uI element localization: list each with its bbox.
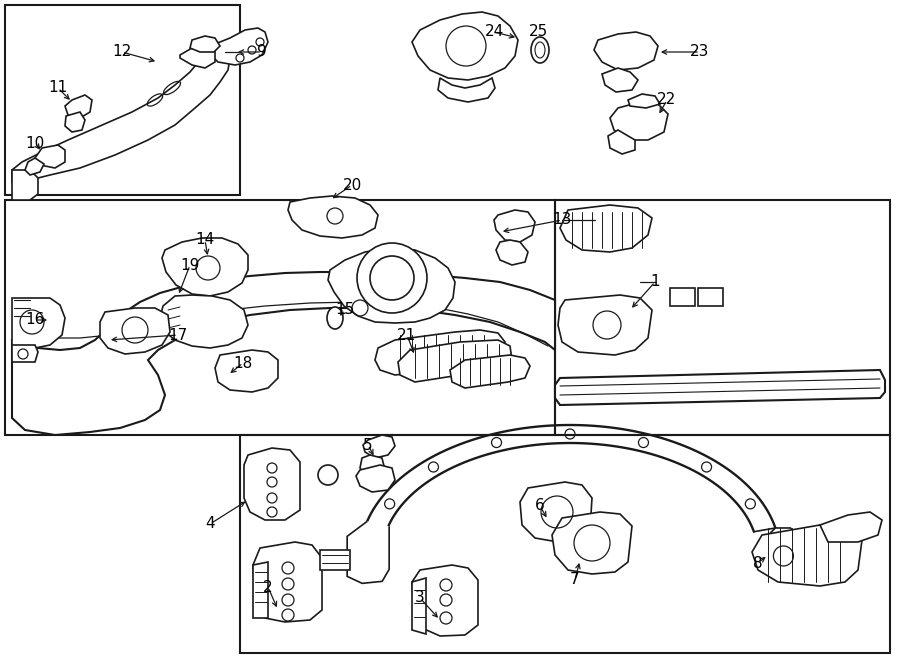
Text: 6: 6 bbox=[536, 498, 544, 514]
Text: 1: 1 bbox=[650, 274, 660, 290]
Polygon shape bbox=[438, 78, 495, 102]
Polygon shape bbox=[628, 94, 660, 108]
Circle shape bbox=[357, 243, 427, 313]
Text: 5: 5 bbox=[364, 438, 373, 453]
Text: 8: 8 bbox=[753, 555, 763, 570]
Text: 2: 2 bbox=[263, 580, 273, 594]
Ellipse shape bbox=[531, 37, 549, 63]
Polygon shape bbox=[253, 542, 322, 622]
Polygon shape bbox=[602, 68, 638, 92]
Polygon shape bbox=[560, 205, 652, 252]
Polygon shape bbox=[100, 308, 170, 354]
Polygon shape bbox=[494, 210, 535, 242]
Text: 24: 24 bbox=[484, 24, 504, 40]
Polygon shape bbox=[35, 145, 65, 168]
Polygon shape bbox=[520, 482, 592, 542]
Polygon shape bbox=[398, 340, 512, 382]
Polygon shape bbox=[558, 295, 652, 355]
Text: 19: 19 bbox=[180, 258, 200, 272]
Polygon shape bbox=[12, 298, 65, 348]
Bar bbox=[5, 5, 240, 195]
Polygon shape bbox=[12, 345, 38, 362]
Text: 11: 11 bbox=[49, 81, 68, 95]
Text: 17: 17 bbox=[168, 327, 187, 342]
Polygon shape bbox=[363, 435, 395, 458]
Polygon shape bbox=[752, 525, 862, 586]
Polygon shape bbox=[180, 45, 215, 68]
Polygon shape bbox=[412, 12, 518, 80]
Polygon shape bbox=[160, 295, 248, 348]
Polygon shape bbox=[12, 46, 230, 182]
Polygon shape bbox=[288, 196, 378, 238]
Bar bbox=[240, 435, 890, 653]
Text: 23: 23 bbox=[690, 44, 710, 59]
Text: 21: 21 bbox=[398, 327, 417, 342]
Polygon shape bbox=[65, 112, 85, 132]
Text: 25: 25 bbox=[529, 24, 549, 40]
Polygon shape bbox=[25, 158, 44, 175]
Polygon shape bbox=[608, 130, 635, 154]
Text: 15: 15 bbox=[336, 303, 355, 317]
Polygon shape bbox=[190, 36, 220, 52]
Polygon shape bbox=[12, 170, 38, 200]
Bar bbox=[320, 550, 350, 570]
Polygon shape bbox=[12, 272, 555, 435]
Ellipse shape bbox=[327, 307, 343, 329]
Text: 18: 18 bbox=[233, 356, 253, 371]
Polygon shape bbox=[820, 512, 882, 542]
Polygon shape bbox=[360, 455, 385, 478]
Polygon shape bbox=[768, 528, 800, 576]
Polygon shape bbox=[610, 102, 668, 140]
Polygon shape bbox=[347, 522, 389, 584]
Polygon shape bbox=[412, 578, 426, 634]
Text: 20: 20 bbox=[342, 178, 362, 192]
Text: 4: 4 bbox=[205, 516, 215, 531]
Polygon shape bbox=[412, 565, 478, 636]
Polygon shape bbox=[244, 448, 300, 520]
Text: 10: 10 bbox=[25, 136, 45, 151]
Polygon shape bbox=[555, 370, 885, 405]
Polygon shape bbox=[208, 28, 268, 65]
Polygon shape bbox=[496, 240, 528, 265]
Text: 14: 14 bbox=[195, 233, 214, 247]
Polygon shape bbox=[65, 95, 92, 118]
Polygon shape bbox=[162, 238, 248, 296]
Polygon shape bbox=[328, 248, 455, 323]
Bar bbox=[5, 200, 555, 435]
Polygon shape bbox=[356, 465, 395, 492]
Polygon shape bbox=[450, 355, 530, 388]
Text: 9: 9 bbox=[257, 44, 267, 59]
Polygon shape bbox=[375, 330, 505, 375]
Polygon shape bbox=[215, 350, 278, 392]
Text: 16: 16 bbox=[25, 313, 45, 327]
Text: 3: 3 bbox=[415, 590, 425, 605]
Bar bbox=[670, 288, 695, 306]
Bar bbox=[698, 288, 723, 306]
Polygon shape bbox=[253, 562, 268, 618]
Polygon shape bbox=[594, 32, 658, 70]
Polygon shape bbox=[552, 512, 632, 574]
Text: 13: 13 bbox=[553, 212, 572, 227]
Text: 22: 22 bbox=[657, 93, 677, 108]
Text: 7: 7 bbox=[571, 572, 580, 588]
Bar bbox=[555, 200, 890, 435]
Text: 12: 12 bbox=[112, 44, 131, 59]
